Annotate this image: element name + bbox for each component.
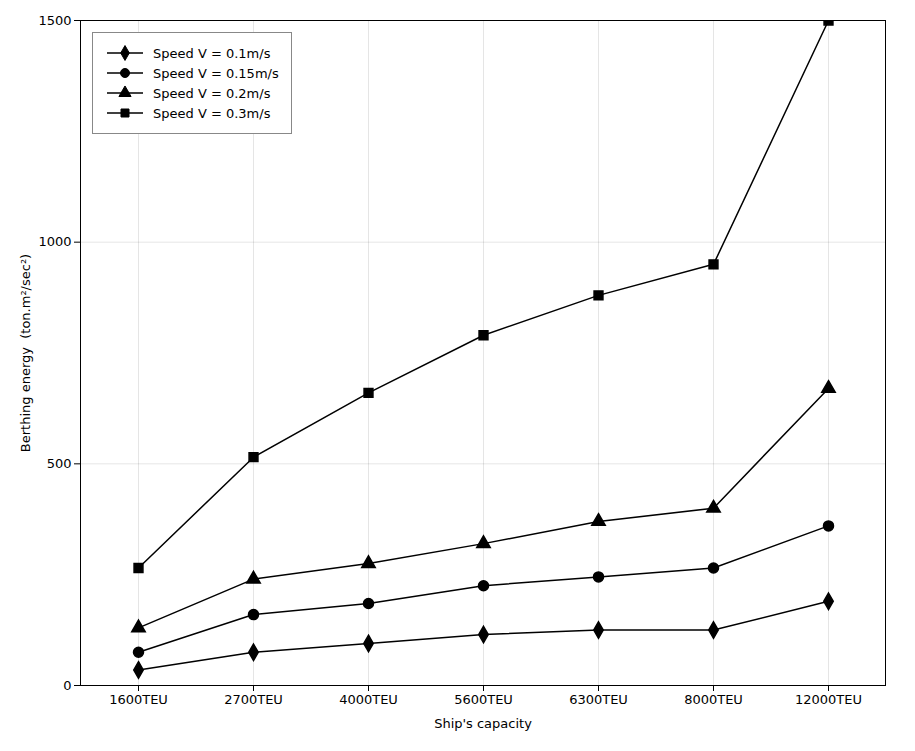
html-text:Speed V = 0.2m/s: Speed V = 0.2m/s bbox=[153, 85, 271, 101]
svg-text:1500: 1500 bbox=[38, 13, 71, 28]
svg-text:2700TEU: 2700TEU bbox=[224, 692, 283, 707]
svg-text:Berthing energy (ton.m²/sec²): Berthing energy (ton.m²/sec²) bbox=[18, 254, 33, 452]
svg-text:500: 500 bbox=[47, 456, 72, 471]
svg-text:4000TEU: 4000TEU bbox=[339, 692, 398, 707]
svg-text:1000: 1000 bbox=[38, 234, 71, 249]
svg-text:0: 0 bbox=[63, 678, 71, 693]
html-text:Speed V = 0.15m/s: Speed V = 0.15m/s bbox=[153, 65, 279, 81]
html-text:Speed V = 0.1m/s: Speed V = 0.1m/s bbox=[153, 45, 271, 61]
svg-text:1600TEU: 1600TEU bbox=[109, 692, 168, 707]
svg-text:8000TEU: 8000TEU bbox=[684, 692, 743, 707]
html-text:Speed V = 0.3m/s: Speed V = 0.3m/s bbox=[153, 105, 271, 121]
svg-text:5600TEU: 5600TEU bbox=[454, 692, 513, 707]
svg-text:6300TEU: 6300TEU bbox=[569, 692, 628, 707]
svg-text:Ship's capacity: Ship's capacity bbox=[434, 716, 532, 731]
svg-text:12000TEU: 12000TEU bbox=[795, 692, 862, 707]
